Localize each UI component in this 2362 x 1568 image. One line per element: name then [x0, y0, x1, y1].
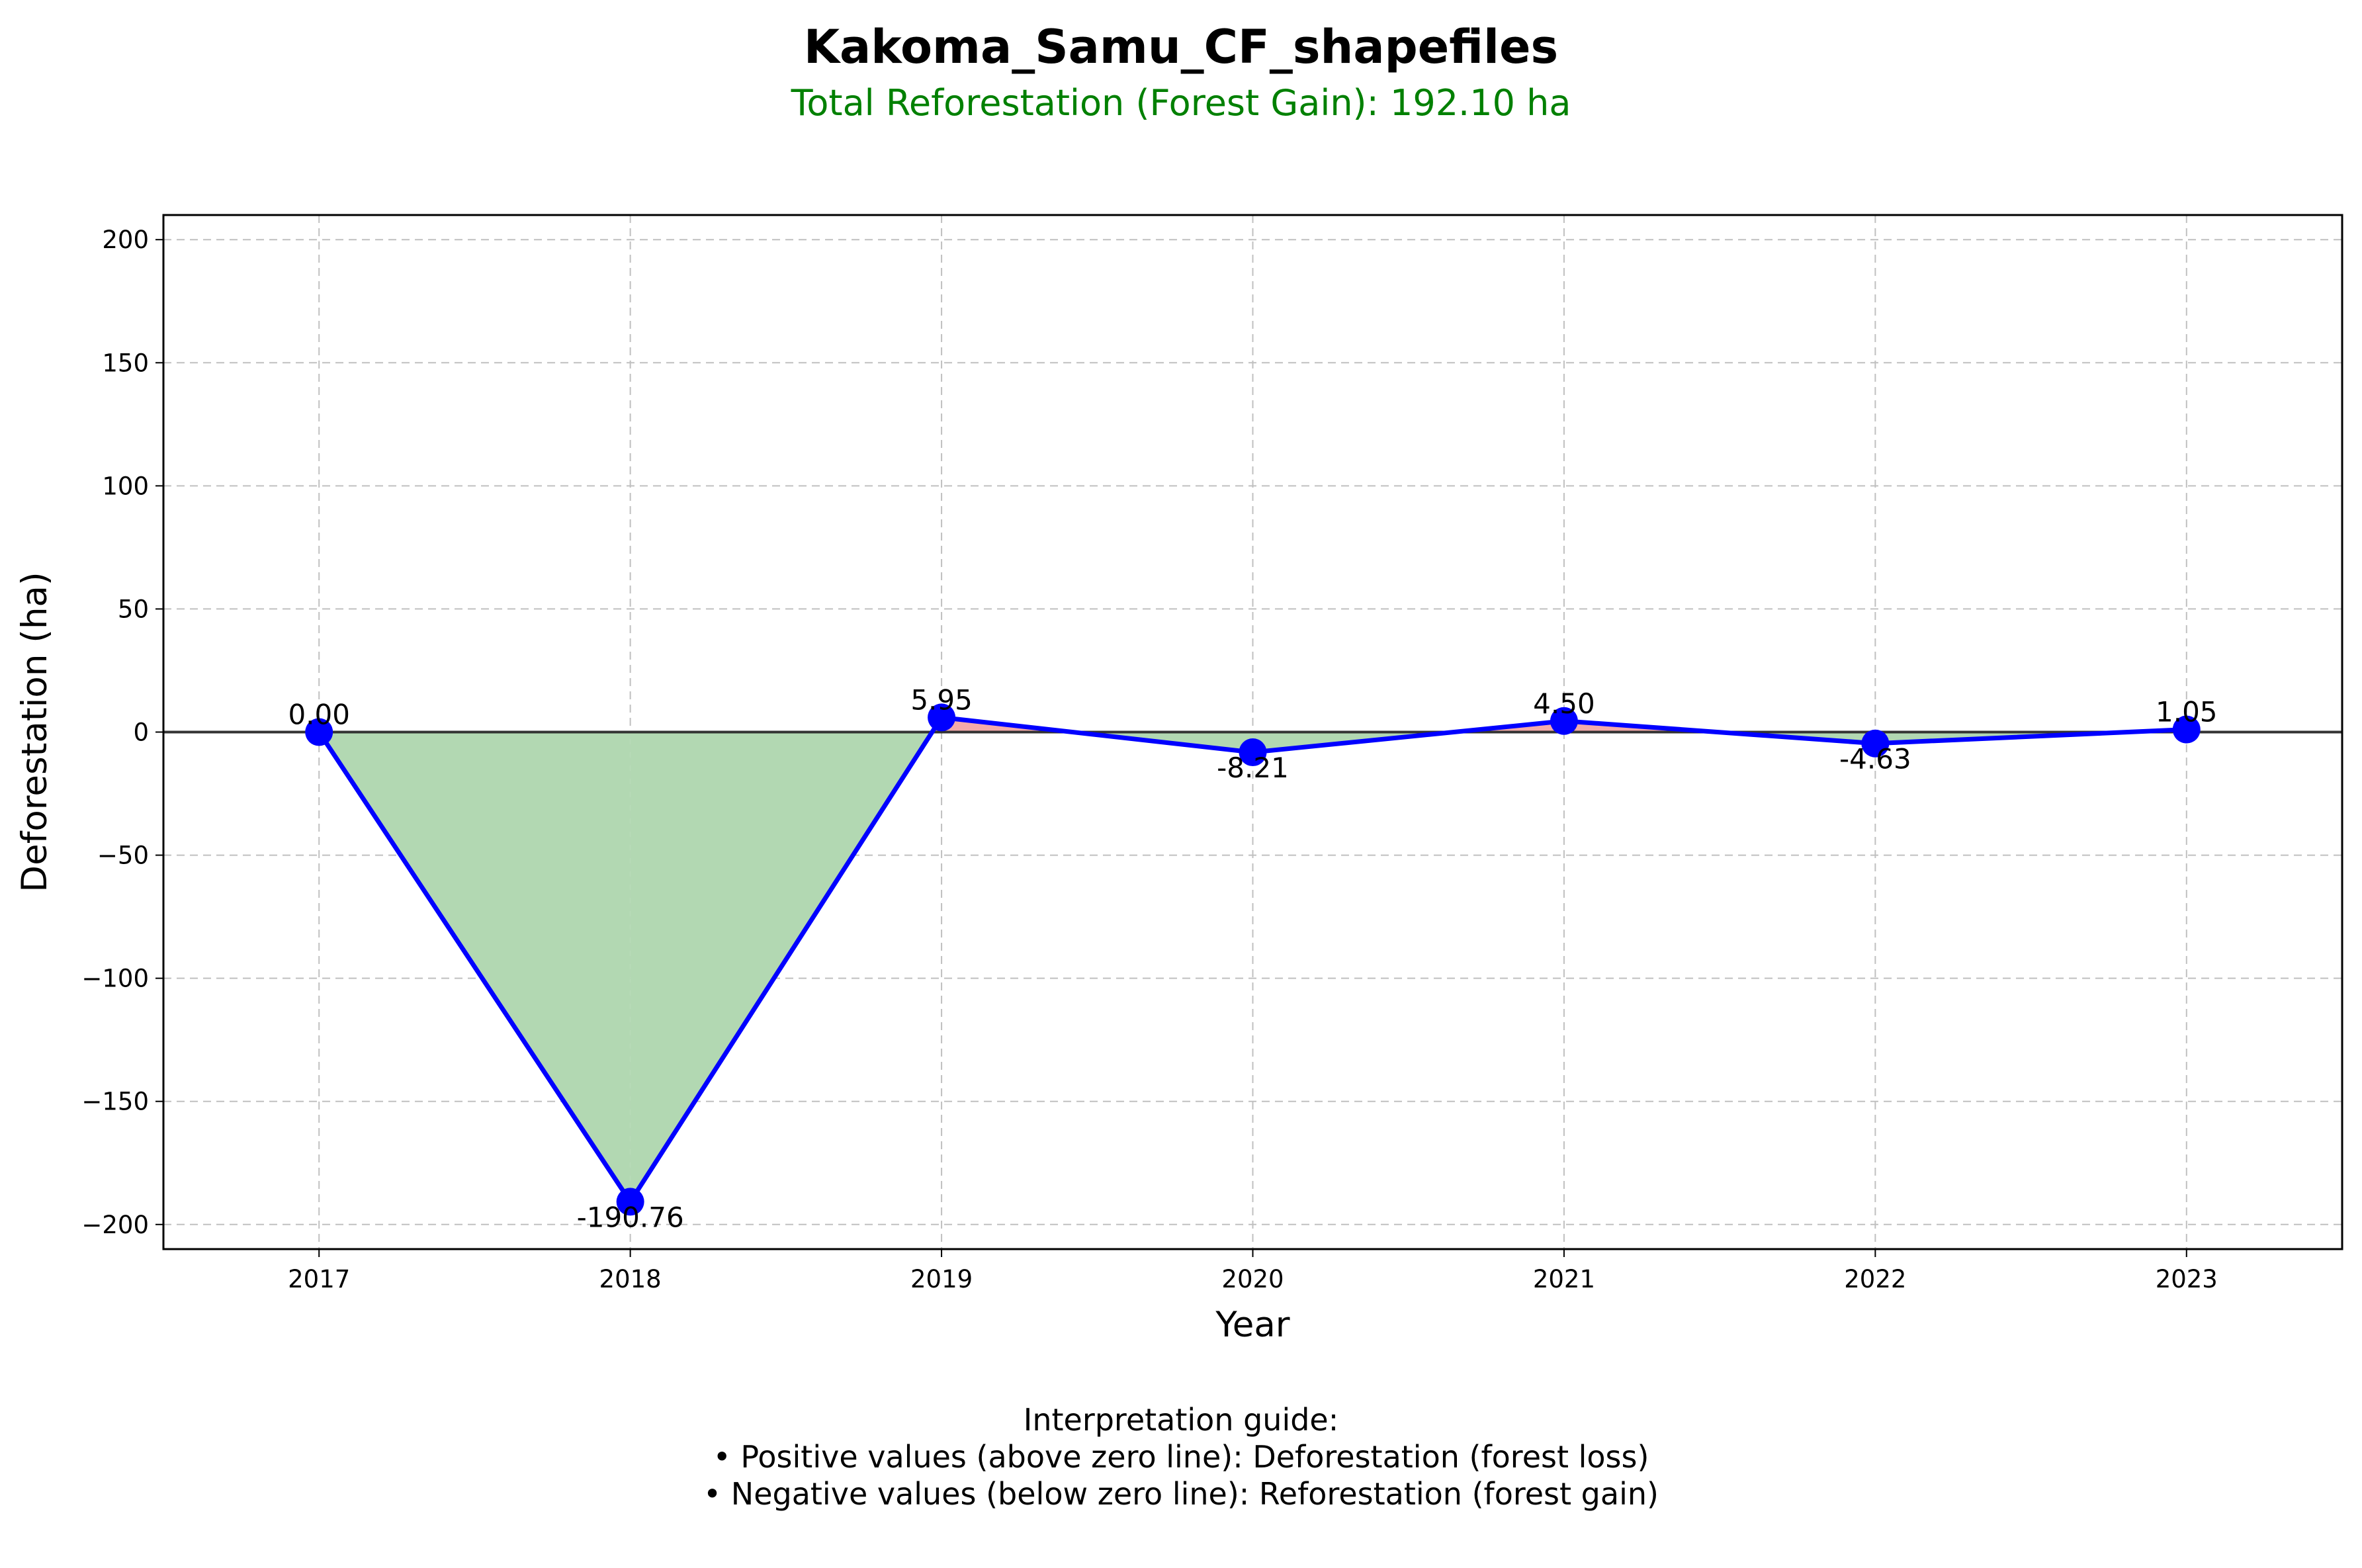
x-tick-label: 2022	[1844, 1265, 1906, 1293]
y-tick-label: 0	[133, 719, 149, 747]
x-axis-label: Year	[1215, 1305, 1290, 1345]
data-label: 1.05	[2156, 696, 2218, 728]
y-tick-label: −150	[81, 1088, 149, 1116]
data-label: -8.21	[1217, 752, 1289, 784]
data-label: 5.95	[910, 683, 973, 716]
y-tick-label: 150	[102, 349, 149, 377]
data-point	[928, 703, 956, 732]
data-point	[616, 1188, 644, 1216]
data-label-layer: 0.00 -190.76 5.95 -8.21 4.50 -4.63 1.05	[288, 683, 2217, 1233]
chart-title: Kakoma_Samu_CF_shapefiles	[803, 20, 1559, 74]
marker-layer	[305, 703, 2201, 1216]
data-point	[1239, 738, 1267, 767]
x-tick-label: 2019	[910, 1265, 973, 1293]
data-label: -4.63	[1839, 743, 1911, 775]
guide-heading: Interpretation guide:	[1023, 1402, 1339, 1438]
x-tick-label: 2020	[1221, 1265, 1284, 1293]
interpretation-guide: Interpretation guide: • Positive values …	[0, 1401, 2362, 1512]
data-point	[1550, 707, 1578, 735]
chart-subtitle: Total Reforestation (Forest Gain): 192.1…	[791, 82, 1571, 124]
y-tick-label: −50	[97, 842, 149, 870]
x-tick-label: 2023	[2156, 1265, 2218, 1293]
x-tick-label: 2018	[599, 1265, 662, 1293]
y-axis-label: Deforestation (ha)	[15, 572, 55, 892]
x-tick-label: 2021	[1533, 1265, 1595, 1293]
y-tick-label: −200	[81, 1211, 149, 1239]
guide-positive-line: • Positive values (above zero line): Def…	[713, 1439, 1649, 1475]
y-tick-label: 200	[102, 226, 149, 254]
data-point	[305, 718, 333, 746]
data-label: 0.00	[288, 699, 350, 731]
y-tick-label: 100	[102, 472, 149, 500]
tick-layer: 2017 2018 2019 2020 2021 2022 2023 −200 −150 −100…	[81, 226, 2217, 1293]
x-tick-label: 2017	[288, 1265, 350, 1293]
data-point	[1861, 729, 1890, 758]
y-tick-label: −100	[81, 965, 149, 993]
data-label: -190.76	[577, 1201, 684, 1233]
guide-negative-line: • Negative values (below zero line): Ref…	[703, 1476, 1659, 1512]
data-label: 4.50	[1533, 687, 1595, 720]
data-point	[2172, 715, 2201, 744]
y-tick-label: 50	[118, 595, 149, 623]
